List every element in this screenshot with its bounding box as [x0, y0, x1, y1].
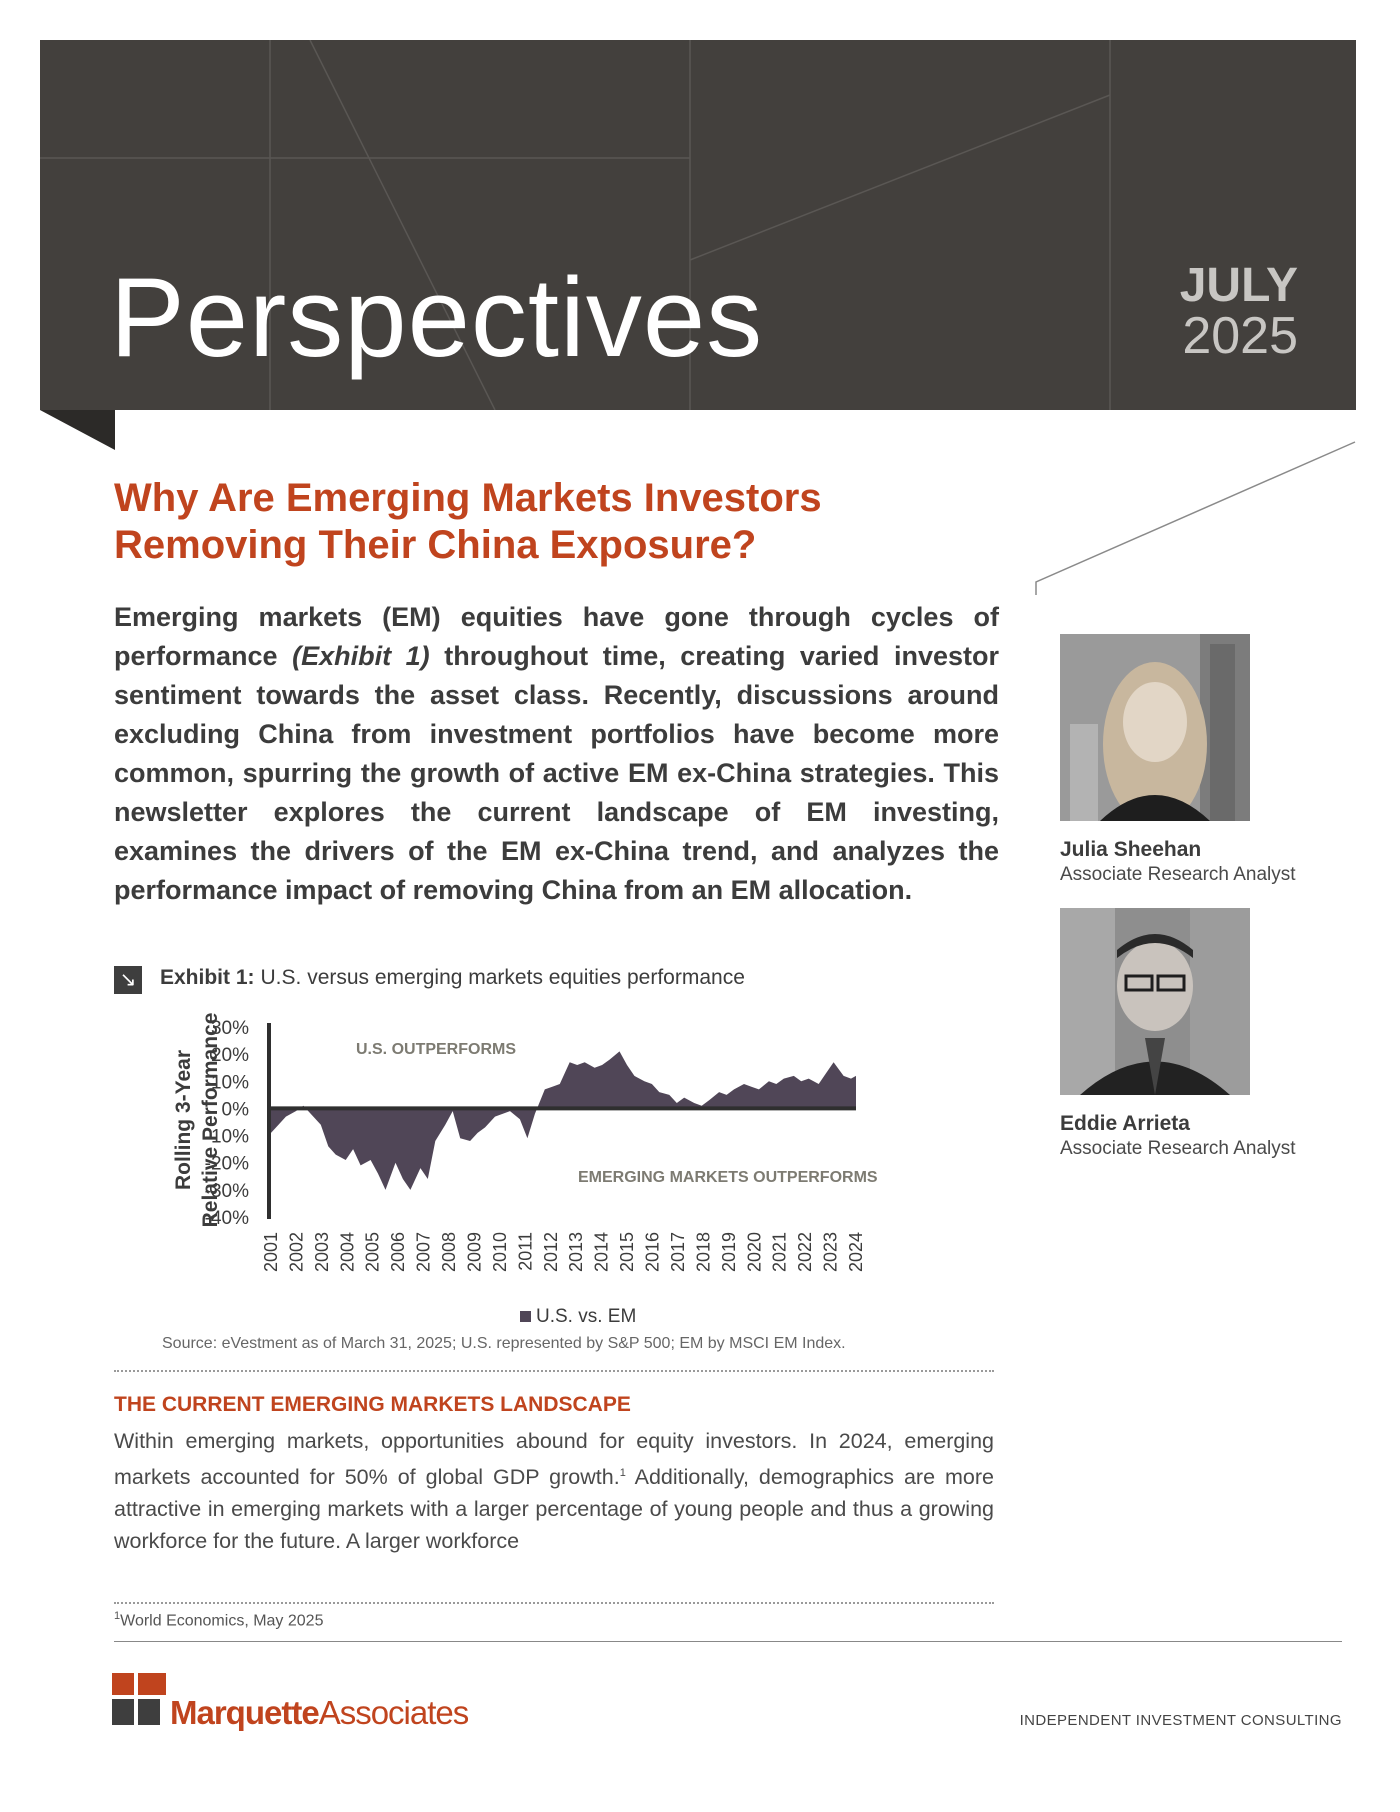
y-tick-label: 0% [222, 1099, 250, 1120]
x-tick-label: 2024 [846, 1232, 866, 1272]
exhibit-source: Source: eVestment as of March 31, 2025; … [162, 1335, 846, 1352]
issue-year: 2025 [1182, 307, 1298, 365]
y-tick-label: -40% [205, 1208, 249, 1229]
x-tick-label: 2001 [261, 1232, 281, 1272]
y-axis-title-line2: Relative Performance [199, 1013, 222, 1228]
section-heading: THE CURRENT EMERGING MARKETS LANDSCAPE [114, 1393, 631, 1416]
decorative-line [1035, 441, 1356, 595]
x-tick-label: 2004 [337, 1232, 357, 1272]
legend-swatch [520, 1311, 531, 1322]
plot-area: 30%20%10%0%-10%-20%-30%-40%2001 2002 2003 2… [205, 1018, 866, 1272]
brand-wordmark: MarquetteAssociates [170, 1694, 469, 1731]
footer-tagline: INDEPENDENT INVESTMENT CONSULTING [1019, 1712, 1342, 1729]
header-banner: Perspectives JULY 2025 [40, 40, 1356, 410]
issue-month: JULY [1179, 259, 1298, 312]
x-tick-label: 2016 [643, 1232, 663, 1272]
y-tick-label: 10% [211, 1072, 249, 1093]
x-tick-label: 2002 [286, 1232, 306, 1272]
x-tick-label: 2011 [515, 1232, 535, 1271]
exhibit-chart: Rolling 3-Year Relative Performance 30% 2… [172, 1013, 878, 1327]
exhibit-caption: Exhibit 1: U.S. versus emerging markets e… [160, 966, 745, 990]
article-lead: Emerging markets (EM) equities have gone… [114, 602, 999, 905]
x-tick-label: 2010 [490, 1232, 510, 1272]
legend-label: U.S. vs. EM [536, 1306, 636, 1327]
author-role: Associate Research Analyst [1060, 1138, 1296, 1159]
banner-flag-triangle [40, 410, 115, 450]
footnote-reference: 1 [619, 1467, 626, 1479]
footnote: 1World Economics, May 2025 [114, 1610, 324, 1630]
x-tick-label: 2018 [693, 1232, 713, 1272]
x-tick-label: 2008 [439, 1232, 459, 1272]
publication-title: Perspectives [110, 255, 764, 380]
y-tick-label: 20% [211, 1045, 249, 1066]
y-tick-label: -20% [205, 1154, 249, 1175]
banner-decoration-lines [40, 40, 1111, 410]
x-tick-label: 2003 [312, 1232, 332, 1272]
y-tick-label: -30% [205, 1181, 249, 1202]
x-tick-label: 2020 [744, 1232, 764, 1272]
x-tick-label: 2017 [668, 1232, 688, 1272]
divider [114, 1370, 994, 1372]
x-tick-label: 2009 [465, 1232, 485, 1272]
exhibit-reference: (Exhibit 1) [292, 641, 430, 671]
footer-rule [114, 1641, 1342, 1642]
arrow-down-right-icon: ↘ [114, 966, 142, 994]
x-tick-label: 2023 [821, 1232, 841, 1272]
exhibit-label: Exhibit 1: [160, 966, 255, 989]
x-tick-label: 2021 [770, 1232, 790, 1272]
x-tick-label: 2007 [414, 1232, 434, 1272]
article-headline: Why Are Emerging Markets Investors Remov… [114, 476, 822, 567]
marquette-logo-icon [112, 1673, 166, 1725]
x-tick-label: 2022 [795, 1232, 815, 1272]
annotation-em-outperforms: EMERGING MARKETS OUTPERFORMS [578, 1169, 878, 1186]
author-name: Julia Sheehan [1060, 838, 1202, 861]
author-photo-julia [1060, 634, 1250, 821]
x-tick-label: 2014 [592, 1232, 612, 1272]
y-axis-title-line1: Rolling 3-Year [172, 1050, 195, 1190]
author-photo-eddie [1060, 908, 1250, 1095]
annotation-us-outperforms: U.S. OUTPERFORMS [356, 1041, 516, 1058]
x-tick-label: 2019 [719, 1232, 739, 1272]
section-body: Within emerging markets, opportunities a… [114, 1429, 994, 1554]
author-role: Associate Research Analyst [1060, 864, 1296, 885]
x-tick-label: 2012 [541, 1232, 561, 1272]
y-tick-label: -10% [205, 1127, 249, 1148]
series-area [271, 1051, 856, 1190]
x-tick-label: 2005 [363, 1232, 383, 1272]
x-tick-label: 2006 [388, 1232, 408, 1272]
divider [114, 1602, 994, 1604]
y-tick-label: 30% [211, 1018, 249, 1039]
author-name: Eddie Arrieta [1060, 1112, 1190, 1135]
exhibit-description: U.S. versus emerging markets equities pe… [260, 966, 745, 989]
x-tick-label: 2013 [566, 1232, 586, 1272]
x-tick-label: 2015 [617, 1232, 637, 1272]
